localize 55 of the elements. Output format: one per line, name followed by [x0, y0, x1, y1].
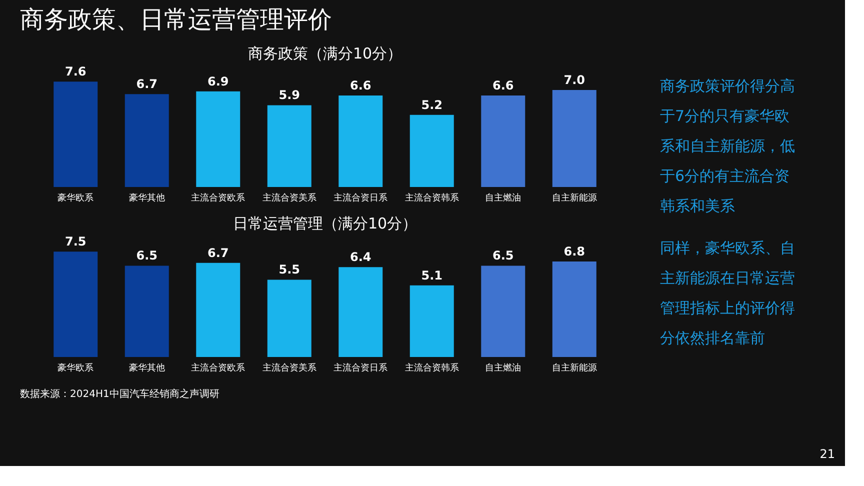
x-tick-label: 主流合资韩系	[404, 192, 459, 204]
x-tick-label: 自主燃油	[485, 192, 522, 204]
text: 商务政策评价得分高于7分的只有豪华欧系和自主新能源，低于6分的有主流合资韩系和美系	[660, 77, 795, 215]
data-label: 5.1	[421, 268, 443, 282]
bar	[410, 285, 454, 357]
chart-title: 商务政策（满分10分）	[248, 44, 402, 63]
bar	[267, 105, 312, 187]
data-label: 7.0	[564, 72, 586, 87]
bar	[54, 252, 98, 357]
x-tick-label: 主流合资美系	[262, 362, 316, 374]
data-label: 5.5	[278, 262, 300, 277]
data-label: 6.9	[207, 74, 229, 88]
text: 21	[820, 447, 835, 461]
data-label: 6.6	[350, 78, 372, 93]
text: 商务政策、日常运营管理评价	[20, 6, 332, 34]
data-label: 6.4	[350, 250, 372, 264]
bar	[54, 82, 98, 187]
x-tick-label: 自主燃油	[485, 362, 522, 374]
bar	[267, 280, 312, 357]
data-label: 6.8	[564, 244, 586, 258]
data-label: 6.5	[492, 248, 514, 263]
x-tick-label: 主流合资欧系	[191, 362, 246, 374]
bar	[552, 90, 596, 187]
x-tick-label: 主流合资韩系	[404, 362, 459, 374]
bar	[196, 91, 240, 187]
bar	[196, 262, 240, 357]
bar	[124, 266, 169, 357]
x-tick-label: 主流合资日系	[334, 362, 388, 374]
x-tick-label: 豪华其他	[128, 362, 165, 374]
data-label: 6.7	[136, 77, 158, 92]
x-tick-label: 自主新能源	[552, 362, 597, 374]
bar	[481, 96, 526, 187]
data-label: 5.9	[278, 88, 300, 102]
x-tick-label: 主流合资美系	[262, 192, 316, 204]
data-label: 5.2	[421, 98, 443, 112]
bar	[552, 261, 596, 357]
x-tick-label: 豪华其他	[128, 192, 165, 204]
bar	[410, 114, 454, 187]
bar	[338, 267, 383, 357]
data-label: 7.5	[64, 234, 86, 249]
data-label: 6.6	[492, 78, 514, 93]
data-label: 7.6	[64, 64, 86, 79]
chart-title: 日常运营管理（满分10分）	[232, 214, 418, 233]
x-tick-label: 主流合资日系	[334, 192, 388, 204]
text: 同样，豪华欧系、自主新能源在日常运营管理指标上的评价得分依然排名靠前	[660, 239, 795, 347]
x-tick-label: 自主新能源	[552, 192, 597, 204]
x-tick-label: 主流合资欧系	[191, 192, 246, 204]
data-label: 6.7	[207, 246, 229, 260]
bar	[124, 94, 169, 187]
bar	[338, 96, 383, 187]
x-tick-label: 豪华欧系	[58, 192, 94, 204]
bar	[481, 266, 526, 357]
source-note: 数据来源：2024H1中国汽车经销商之声调研	[20, 388, 220, 400]
data-label: 6.5	[136, 248, 158, 263]
x-tick-label: 豪华欧系	[58, 362, 94, 374]
